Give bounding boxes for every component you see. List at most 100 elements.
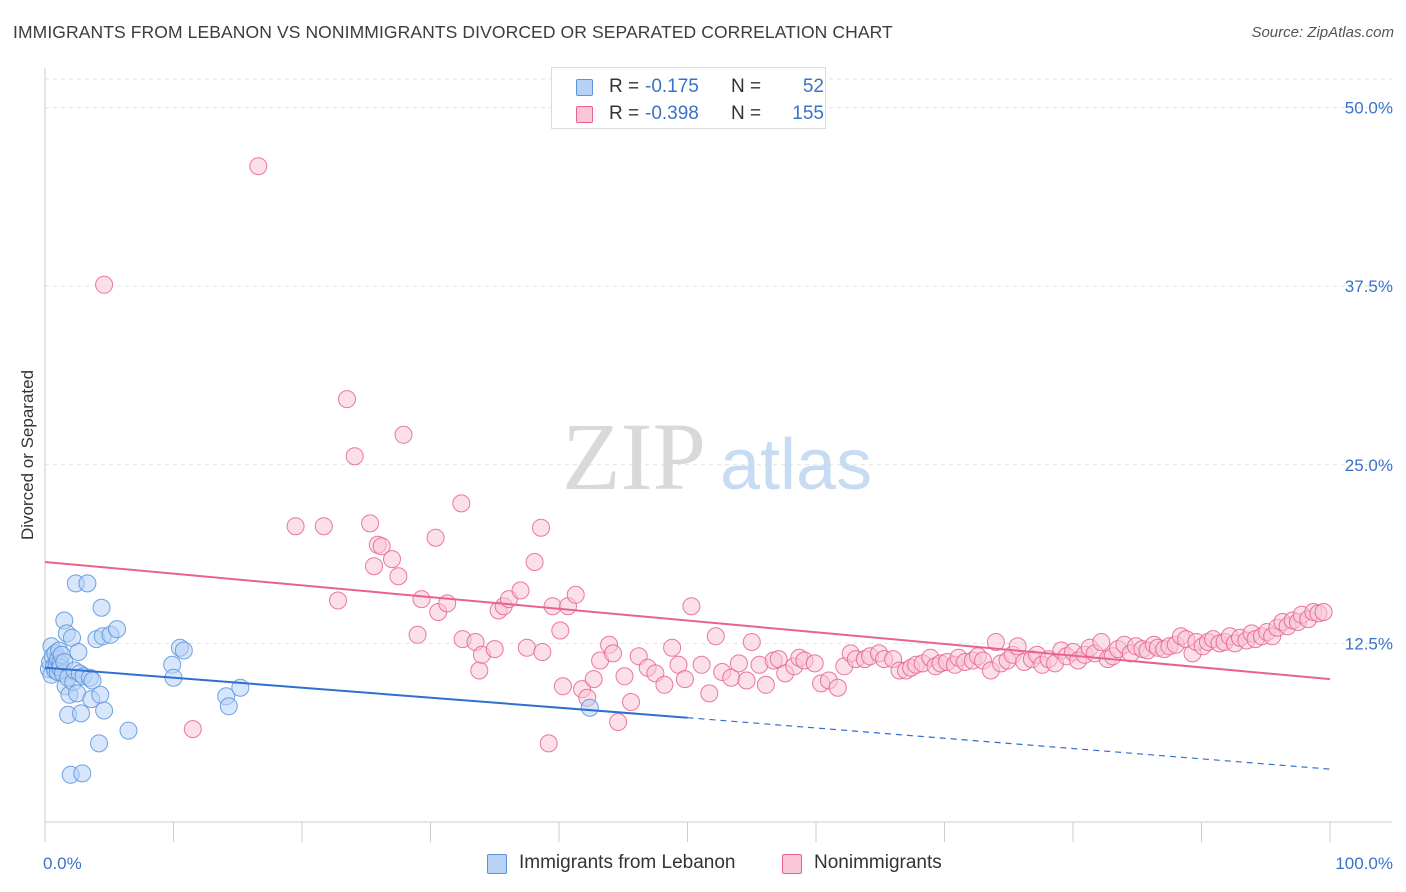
r-label: R = (609, 103, 640, 124)
data-point (756, 675, 775, 694)
data-point (69, 643, 88, 661)
data-point (95, 275, 114, 294)
data-point (408, 625, 427, 644)
r-value: -0.398 (645, 103, 699, 124)
r-value: -0.175 (645, 76, 699, 97)
y-tick-labels: 12.5% 25.0% 37.5% 50.0% (1345, 99, 1393, 654)
data-point (92, 598, 111, 617)
data-point (174, 641, 193, 660)
data-point (692, 655, 711, 674)
data-point (543, 597, 562, 616)
data-point (539, 734, 558, 753)
data-point (729, 654, 748, 673)
data-point (90, 734, 108, 753)
data-point (345, 447, 364, 466)
n-value: 155 (792, 103, 824, 124)
data-point (1314, 603, 1333, 621)
legend-label: Nonimmigrants (814, 852, 942, 873)
data-point (604, 644, 622, 663)
y-tick-label: 25.0% (1345, 456, 1393, 475)
trend-line-nonimmigrants (44, 560, 1331, 681)
data-point (119, 721, 138, 740)
x-tick-labels: 0.0% 100.0% (43, 854, 1393, 873)
grid-lines (45, 78, 1392, 644)
data-point (986, 633, 1005, 651)
lebanon-swatch (576, 79, 593, 96)
data-point (485, 640, 504, 659)
data-point (383, 550, 401, 569)
stats-legend-box: R = -0.175 N = 52 R = -0.398 N = 155 (551, 67, 826, 129)
data-point (1092, 633, 1111, 651)
data-point (452, 494, 471, 513)
data-point (828, 678, 847, 697)
data-point (655, 675, 674, 694)
data-point (338, 390, 356, 409)
data-point (389, 567, 408, 586)
data-point (525, 553, 544, 571)
data-point (615, 667, 634, 686)
data-point (394, 425, 413, 444)
data-point (532, 518, 550, 537)
data-point (682, 597, 701, 616)
data-point (737, 671, 756, 690)
data-point (517, 638, 536, 657)
data-point (286, 517, 305, 536)
data-point (700, 684, 719, 703)
watermark: ZIP atlas (562, 403, 872, 510)
data-point (219, 697, 238, 716)
data-point (329, 591, 347, 610)
data-point (249, 157, 268, 176)
data-point (78, 574, 97, 593)
data-point (675, 670, 694, 689)
data-point (95, 701, 114, 720)
nonimmigrants-swatch (782, 854, 802, 874)
n-label: N = (731, 103, 762, 124)
data-point (622, 693, 640, 711)
n-value: 52 (802, 76, 824, 97)
data-point (72, 704, 90, 723)
chart-title: IMMIGRANTS FROM LEBANON VS NONIMMIGRANTS… (13, 22, 893, 42)
y-tick-label: 37.5% (1345, 277, 1393, 296)
data-point (580, 698, 599, 717)
data-point (314, 517, 333, 536)
data-point (566, 585, 585, 604)
source-label: Source: ZipAtlas.com (1251, 24, 1394, 41)
axes (44, 68, 1392, 842)
watermark-zip: ZIP (562, 403, 706, 510)
watermark-atlas: atlas (720, 425, 872, 505)
data-point (108, 620, 126, 639)
data-point (706, 627, 725, 646)
y-tick-label: 50.0% (1345, 99, 1393, 118)
data-point (183, 720, 202, 739)
data-point (365, 557, 383, 576)
data-points (39, 157, 1333, 784)
data-point (742, 633, 761, 651)
series-nonimmigrants (95, 157, 1333, 753)
trend-lines (44, 560, 1331, 770)
data-point (609, 713, 628, 731)
trend-line-lebanon-projected (687, 717, 1331, 770)
data-point (511, 581, 530, 600)
trend-line-lebanon (44, 666, 688, 719)
data-point (1008, 637, 1027, 656)
data-point (533, 643, 552, 661)
data-point (551, 621, 570, 640)
data-point (372, 537, 391, 556)
data-point (361, 514, 380, 533)
legend-label: Immigrants from Lebanon (519, 852, 736, 873)
y-axis-label: Divorced or Separated (18, 370, 37, 540)
y-tick-label: 12.5% (1345, 634, 1393, 653)
nonimmigrants-swatch (576, 106, 593, 123)
data-point (584, 670, 603, 689)
data-point (805, 654, 824, 673)
data-point (470, 661, 489, 680)
x-tick-label: 0.0% (43, 854, 82, 873)
data-point (553, 677, 572, 696)
r-label: R = (609, 76, 640, 97)
lebanon-swatch (487, 854, 507, 874)
data-point (663, 638, 682, 657)
data-point (73, 764, 92, 783)
series-lebanon (39, 574, 599, 784)
data-point (412, 590, 431, 609)
